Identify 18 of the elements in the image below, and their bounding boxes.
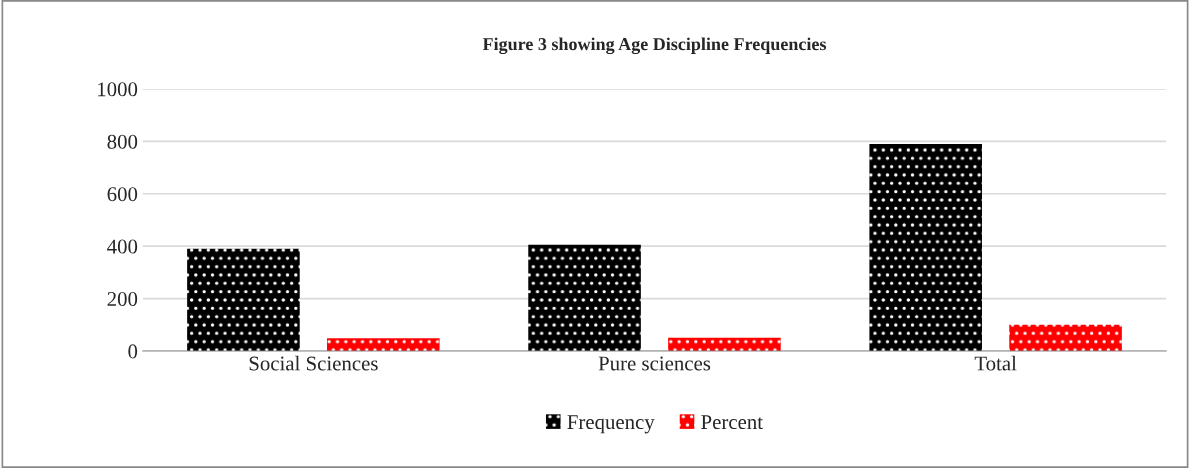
legend-label: Percent [701, 415, 763, 430]
y-tick-label: 400 [107, 239, 138, 254]
x-tick-label: Pure sciences [598, 356, 711, 371]
y-tick-label: 1000 [98, 82, 138, 97]
bar [187, 248, 300, 351]
bar [528, 244, 641, 351]
bar [1009, 324, 1122, 351]
y-tick-label: 0 [128, 344, 138, 359]
y-tick-label: 800 [107, 134, 138, 149]
chart-title: Figure 3 showing Age Discipline Frequencies [482, 37, 827, 55]
y-tick-label: 600 [107, 187, 138, 202]
x-tick-label: Social Sciences [249, 355, 378, 371]
x-tick-label: Total [974, 355, 1017, 371]
bar [668, 337, 781, 351]
bar [869, 143, 982, 351]
y-tick-label: 200 [107, 291, 138, 307]
bar [327, 338, 440, 351]
legend-label: Frequency [567, 415, 655, 434]
